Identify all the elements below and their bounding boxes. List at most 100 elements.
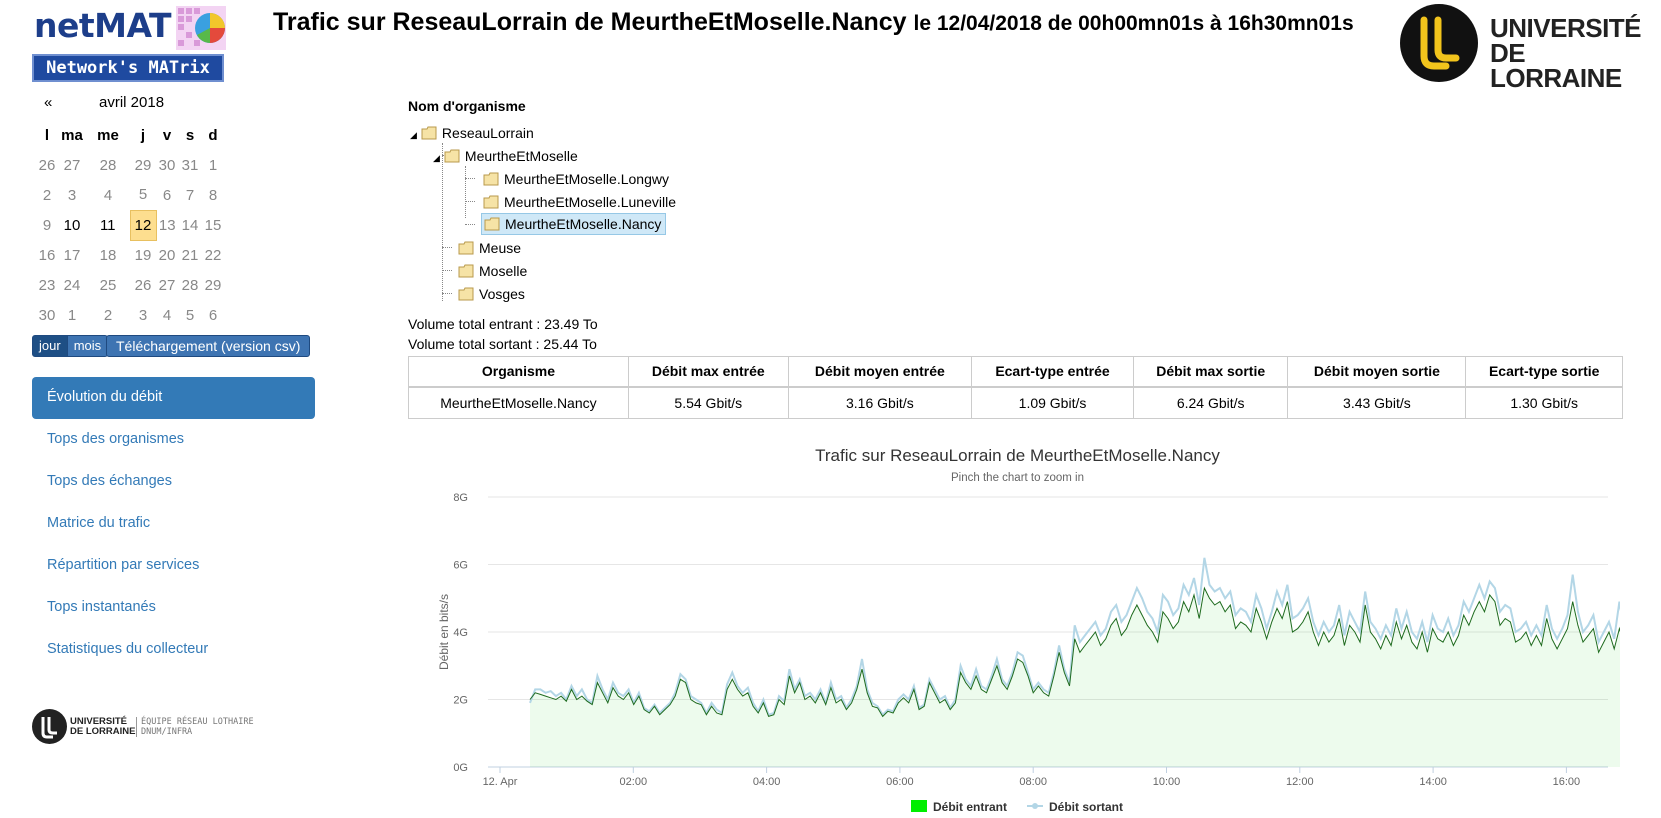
footer-team-line1: ÉQUIPE RÉSEAU LOTHAIRE	[141, 717, 254, 727]
download-csv-button[interactable]: Téléchargement (version csv)	[106, 335, 311, 357]
calendar-day: 29	[134, 156, 152, 174]
calendar-day: 21	[181, 246, 199, 264]
x-tick-label: 08:00	[1019, 776, 1047, 788]
footer-ul-emblem	[32, 709, 67, 744]
table-cell: 3.43 Gbit/s	[1287, 386, 1467, 419]
table-cell: 5.54 Gbit/s	[627, 386, 789, 419]
y-tick-label: 4G	[453, 627, 468, 639]
folder-icon	[483, 170, 499, 186]
tree-node-meurtheetmoselle[interactable]: ◢ MeurtheEtMoselle	[433, 145, 578, 167]
calendar-day: 28	[181, 276, 199, 294]
calendar-day-selected[interactable]: 12	[129, 209, 157, 241]
tree-node-label: Meuse	[479, 240, 522, 256]
legend-entrant-swatch	[911, 800, 927, 812]
tree-node-vosges[interactable]: Vosges	[458, 283, 525, 305]
menu-item[interactable]: Statistiques du collecteur	[47, 641, 209, 657]
folder-icon	[483, 193, 499, 209]
menu-item[interactable]: Évolution du débit	[32, 377, 315, 419]
calendar-day: 4	[103, 186, 113, 204]
calendar-day[interactable]: 10	[63, 216, 81, 234]
calendar-day: 29	[204, 276, 222, 294]
calendar-weekday: l	[44, 126, 50, 144]
menu-item[interactable]: Tops des organismes	[47, 431, 185, 447]
tree-node-label: MeurtheEtMoselle	[464, 148, 578, 164]
page-title-date: le 12/04/2018 de 00h00mn01s à 16h30mn01s	[913, 12, 1354, 35]
calendar-day: 19	[134, 246, 152, 264]
menu-item[interactable]: Matrice du trafic	[47, 515, 151, 531]
footer-ul-text: UNIVERSITÉ DE LORRAINE	[70, 717, 135, 737]
chart-subtitle: Pinch the chart to zoom in	[951, 472, 1084, 484]
tree-collapse-icon[interactable]: ◢	[410, 130, 417, 140]
x-tick-label: 02:00	[620, 776, 648, 788]
calendar-day: 24	[63, 276, 81, 294]
calendar-day: 4	[162, 306, 172, 324]
chart-svg[interactable]: 0G 2G 4G 6G 8G Débit en bits/s 12. Apr 02:00 04:…	[420, 440, 1620, 818]
y-axis-label: Débit en bits/s	[437, 594, 451, 670]
folder-icon	[484, 216, 500, 231]
calendar-day: 8	[208, 186, 218, 204]
folder-icon	[458, 239, 474, 255]
calendar-day: 2	[42, 186, 52, 204]
tree-collapse-icon[interactable]: ◢	[433, 153, 440, 163]
calendar-day: 7	[185, 186, 195, 204]
calendar-day: 1	[67, 306, 77, 324]
calendar-day: 17	[63, 246, 81, 264]
menu-item[interactable]: Tops instantanés	[47, 599, 156, 615]
table-header: Débit moyen entrée	[787, 356, 973, 388]
table-cell: 6.24 Gbit/s	[1132, 386, 1289, 419]
y-tick-label: 2G	[453, 695, 468, 707]
folder-icon	[458, 285, 474, 301]
legend-sortant-label: Débit sortant	[1049, 800, 1123, 814]
calendar-day[interactable]: 11	[99, 216, 116, 234]
y-tick-label: 6G	[453, 560, 468, 572]
y-tick-label: 8G	[453, 492, 468, 504]
page-title-main: Trafic sur ReseauLorrain de MeurtheEtMos…	[273, 8, 907, 36]
footer-ul-line1: UNIVERSITÉ	[70, 716, 128, 727]
series-debit-sortant-line	[529, 557, 1620, 717]
tree-node-meuse[interactable]: Meuse	[458, 237, 521, 259]
day-view-button[interactable]: jour	[32, 335, 68, 357]
footer-logo: UNIVERSITÉ DE LORRAINE ÉQUIPE RÉSEAU LOT…	[32, 709, 272, 745]
calendar-day: 5	[185, 306, 195, 324]
calendar-day: 31	[181, 156, 199, 174]
chart-title: Trafic sur ReseauLorrain de MeurtheEtMos…	[815, 446, 1220, 465]
legend-sortant-marker	[1032, 803, 1038, 809]
calendar-weekday: me	[97, 126, 119, 144]
calendar-weekday: d	[208, 126, 218, 144]
side-menu: Évolution du débit Tops des organismes Top…	[32, 377, 315, 671]
tree-node-luneville[interactable]: MeurtheEtMoselle.Luneville	[483, 191, 676, 213]
x-tick-label: 14:00	[1419, 776, 1447, 788]
calendar-day: 14	[181, 216, 199, 234]
menu-item[interactable]: Répartition par services	[47, 557, 200, 573]
calendar-day: 23	[38, 276, 56, 294]
traffic-chart[interactable]: Trafic sur ReseauLorrain de MeurtheEtMos…	[420, 440, 1620, 818]
month-view-button[interactable]: mois	[67, 335, 109, 357]
legend-entrant-label: Débit entrant	[933, 800, 1007, 814]
calendar-day: 6	[162, 186, 172, 204]
netmat-logo-text: netMAT	[34, 6, 171, 45]
calendar-day: 18	[99, 246, 117, 264]
tree-node-label: MeurtheEtMoselle.Longwy	[504, 171, 669, 187]
x-tick-label: 04:00	[753, 776, 781, 788]
folder-icon	[458, 262, 474, 278]
tree-node-nancy[interactable]: MeurtheEtMoselle.Nancy	[481, 213, 667, 235]
calendar-weekday: v	[162, 126, 172, 144]
x-tick-label: 16:00	[1553, 776, 1581, 788]
table-header: Débit max entrée	[627, 356, 789, 388]
table-header: Débit moyen sortie	[1287, 356, 1467, 388]
calendar-day: 26	[134, 276, 152, 294]
calendar-day: 2	[103, 306, 113, 324]
footer-team-line2: DNUM/INFRA	[141, 727, 193, 737]
calendar-day: 28	[99, 156, 117, 174]
calendar-prev-button[interactable]: «	[44, 94, 53, 111]
menu-item[interactable]: Tops des échanges	[47, 473, 172, 489]
universite-lorraine-logo: UNIVERSITÉ DE LORRAINE	[1398, 2, 1642, 91]
calendar-nav: « avril 2018	[32, 90, 232, 116]
x-tick-label: 06:00	[886, 776, 914, 788]
tree-node-reseaulorrain[interactable]: ◢ ReseauLorrain	[410, 122, 534, 144]
table-cell: MeurtheEtMoselle.Nancy	[408, 386, 629, 419]
y-tick-label: 0G	[453, 762, 468, 774]
volume-in: Volume total entrant : 23.49 To	[408, 316, 598, 332]
tree-node-longwy[interactable]: MeurtheEtMoselle.Longwy	[483, 168, 669, 190]
tree-node-moselle[interactable]: Moselle	[458, 260, 527, 282]
